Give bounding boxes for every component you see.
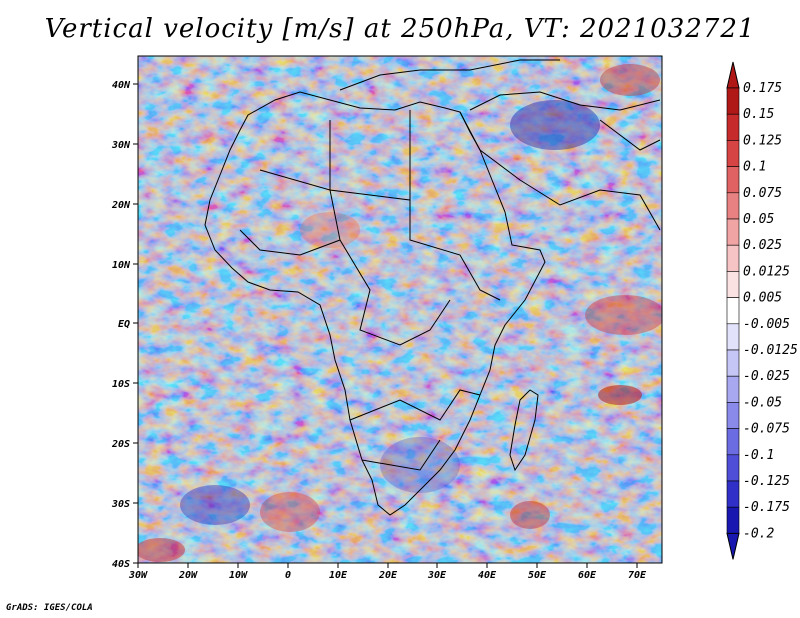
colorbar-swatch xyxy=(726,271,740,298)
colorbar-swatch xyxy=(726,192,740,220)
lon-label: 50E xyxy=(528,570,547,581)
colorbar xyxy=(726,61,740,560)
colorbar-label: 0.125 xyxy=(743,133,782,148)
colorbar-label: 0.175 xyxy=(743,81,782,96)
colorbar-swatch xyxy=(726,402,740,429)
lat-label: 30S xyxy=(111,499,130,510)
lat-label: 20S xyxy=(111,439,130,450)
lon-label: 0 xyxy=(285,570,291,581)
lon-label: 60E xyxy=(578,570,597,581)
lon-label: 70E xyxy=(628,570,647,581)
colorbar-swatch xyxy=(726,297,740,325)
lon-label: 30E xyxy=(427,570,447,581)
colorbar-label: -0.005 xyxy=(743,317,790,332)
map-title: Vertical velocity [m/s] at 250hPa, VT: 2… xyxy=(44,14,756,44)
lat-label: 30N xyxy=(111,140,131,151)
colorbar-swatch xyxy=(726,218,740,246)
colorbar-swatch xyxy=(726,375,740,403)
credit-text: GrADS: IGES/COLA xyxy=(6,603,93,613)
colorbar-label: 0.025 xyxy=(743,238,782,253)
lon-label: 40E xyxy=(478,570,497,581)
lon-label: 30W xyxy=(128,570,148,581)
lon-label: 10W xyxy=(229,570,248,581)
lat-label: 10N xyxy=(112,260,131,271)
colorbar-label: -0.0125 xyxy=(743,343,798,358)
colorbar-label: 0.05 xyxy=(743,212,774,227)
colorbar-swatch xyxy=(726,166,740,194)
plot-frame xyxy=(137,55,663,564)
colorbar-label: 0.005 xyxy=(743,291,782,306)
colorbar-label: -0.1 xyxy=(743,448,774,463)
colorbar-swatch xyxy=(726,140,740,167)
lon-labels: 30W 20W 10W 0 10E 20E 30E 40E 50E 60E 70… xyxy=(128,570,647,581)
lat-label: 10S xyxy=(112,379,130,390)
colorbar-label: 0.0125 xyxy=(743,264,790,279)
colorbar-label: -0.05 xyxy=(743,395,782,410)
lat-label: 20N xyxy=(111,200,131,211)
lat-label: 40N xyxy=(112,80,131,91)
lat-label: 40S xyxy=(112,559,130,570)
colorbar-swatch xyxy=(726,87,740,115)
lon-label: 10E xyxy=(329,570,348,581)
lon-label: 20W xyxy=(178,570,198,581)
colorbar-label: -0.125 xyxy=(743,474,790,489)
colorbar-swatch xyxy=(726,454,740,482)
colorbar-swatch xyxy=(726,244,740,272)
lat-label: EQ xyxy=(118,319,130,330)
velocity-field xyxy=(138,56,662,563)
colorbar-label: -0.175 xyxy=(743,500,790,515)
colorbar-label: -0.2 xyxy=(743,526,774,541)
lat-labels: 40N 30N 20N 10N EQ 10S 20S 30S 40S xyxy=(111,80,131,570)
colorbar-swatch xyxy=(726,113,740,141)
colorbar-swatch xyxy=(726,428,740,456)
coastlines xyxy=(204,59,661,516)
colorbar-label: 0.075 xyxy=(743,186,782,201)
colorbar-swatch xyxy=(726,349,740,377)
colorbar-label: 0.15 xyxy=(743,107,774,122)
colorbar-labels: 0.175 0.15 0.125 0.1 0.075 0.05 0.025 0.0125 0.0… xyxy=(743,81,798,541)
lon-label: 20E xyxy=(378,570,398,581)
colorbar-swatch xyxy=(726,480,740,508)
colorbar-arrow-top xyxy=(726,61,740,89)
colorbar-arrow-bottom xyxy=(726,532,740,560)
colorbar-swatch xyxy=(726,506,740,534)
axis-ticks xyxy=(133,83,638,568)
colorbar-swatch xyxy=(726,323,740,351)
colorbar-label: 0.1 xyxy=(743,160,766,175)
colorbar-label: -0.025 xyxy=(743,369,790,384)
colorbar-label: -0.075 xyxy=(743,422,790,437)
